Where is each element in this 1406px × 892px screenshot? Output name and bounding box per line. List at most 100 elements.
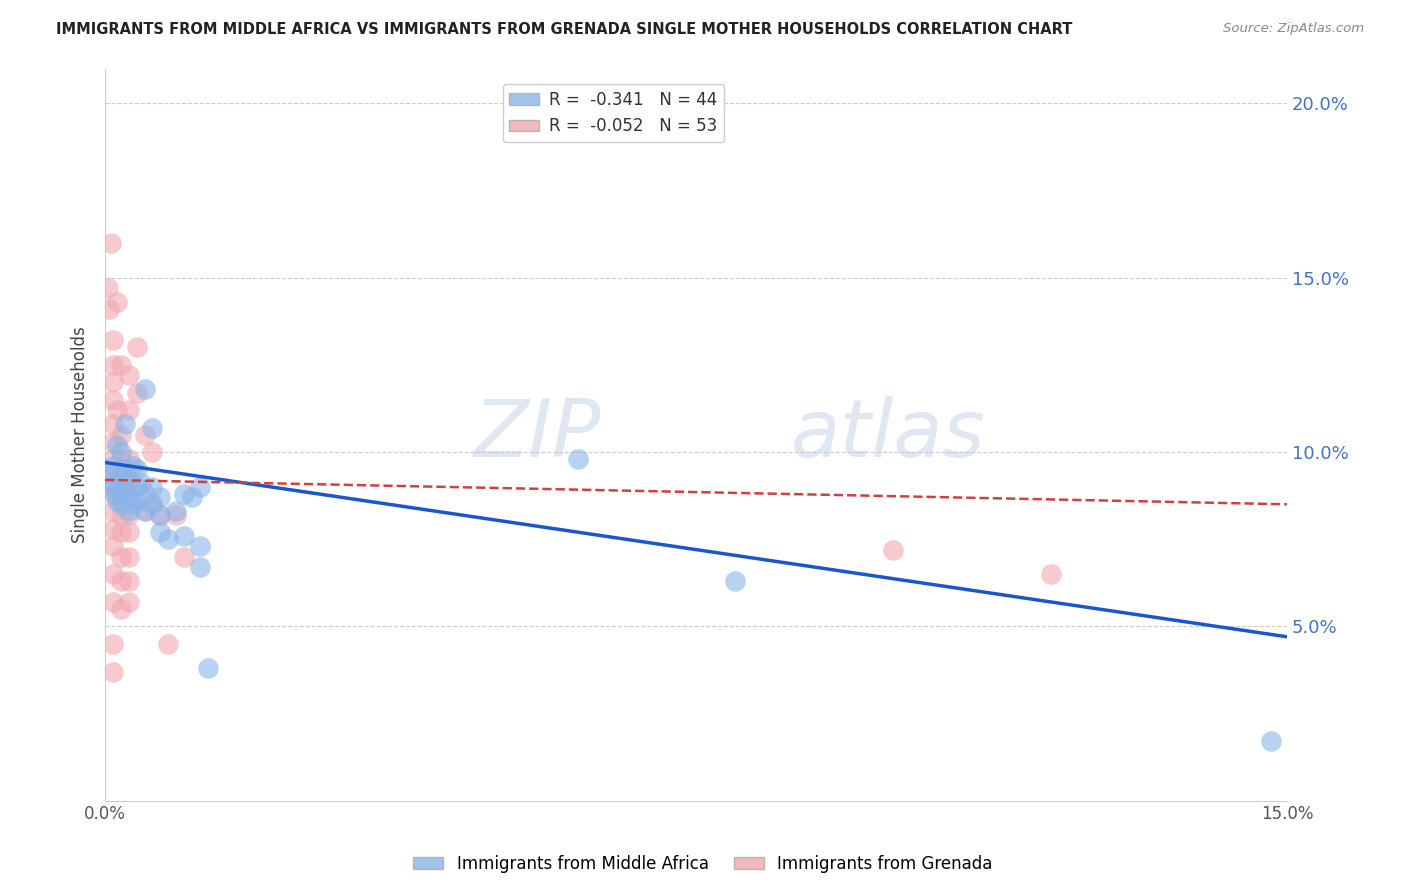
Point — [134, 504, 156, 518]
Point — [110, 508, 132, 522]
Point — [141, 445, 163, 459]
Text: atlas: atlas — [790, 395, 986, 474]
Point — [101, 452, 124, 467]
Point — [125, 493, 148, 508]
Point — [125, 480, 148, 494]
Y-axis label: Single Mother Households: Single Mother Households — [72, 326, 89, 543]
Point — [110, 445, 132, 459]
Point — [121, 458, 143, 473]
Point — [100, 476, 122, 491]
Point — [118, 491, 141, 505]
Point — [121, 497, 143, 511]
Point — [165, 508, 187, 522]
Point — [141, 480, 163, 494]
Point — [110, 469, 132, 483]
Point — [101, 469, 124, 483]
Point — [188, 480, 211, 494]
Point — [118, 452, 141, 467]
Point — [101, 480, 124, 494]
Point — [118, 473, 141, 487]
Point — [101, 417, 124, 431]
Point — [129, 476, 152, 491]
Point — [100, 235, 122, 250]
Point — [118, 525, 141, 540]
Point — [118, 473, 141, 487]
Point — [97, 281, 120, 295]
Point — [118, 549, 141, 564]
Point — [141, 420, 163, 434]
Point — [1260, 734, 1282, 748]
Point — [118, 595, 141, 609]
Point — [114, 462, 136, 476]
Point — [110, 473, 132, 487]
Point — [110, 427, 132, 442]
Point — [567, 452, 589, 467]
Text: Source: ZipAtlas.com: Source: ZipAtlas.com — [1223, 22, 1364, 36]
Point — [165, 504, 187, 518]
Point — [141, 497, 163, 511]
Point — [197, 661, 219, 675]
Point — [114, 483, 136, 498]
Point — [134, 382, 156, 396]
Point — [134, 487, 156, 501]
Point — [101, 358, 124, 372]
Point — [173, 529, 195, 543]
Point — [157, 637, 180, 651]
Point — [105, 403, 128, 417]
Point — [104, 487, 127, 501]
Point — [101, 539, 124, 553]
Point — [125, 340, 148, 354]
Point — [110, 358, 132, 372]
Point — [134, 427, 156, 442]
Point — [1039, 567, 1062, 582]
Point — [110, 602, 132, 616]
Point — [125, 385, 148, 400]
Point — [141, 497, 163, 511]
Point — [134, 504, 156, 518]
Point — [101, 376, 124, 390]
Point — [110, 574, 132, 588]
Point — [101, 504, 124, 518]
Point — [188, 539, 211, 553]
Point — [118, 491, 141, 505]
Point — [149, 525, 172, 540]
Point — [101, 595, 124, 609]
Text: ZIP: ZIP — [474, 395, 602, 474]
Point — [101, 458, 124, 473]
Legend: Immigrants from Middle Africa, Immigrants from Grenada: Immigrants from Middle Africa, Immigrant… — [406, 848, 1000, 880]
Point — [118, 508, 141, 522]
Point — [105, 438, 128, 452]
Point — [101, 665, 124, 679]
Point — [118, 504, 141, 518]
Point — [98, 466, 121, 480]
Point — [149, 491, 172, 505]
Point — [101, 637, 124, 651]
Point — [118, 574, 141, 588]
Point — [173, 549, 195, 564]
Point — [149, 508, 172, 522]
Legend: R =  -0.341   N = 44, R =  -0.052   N = 53: R = -0.341 N = 44, R = -0.052 N = 53 — [502, 84, 724, 142]
Point — [98, 301, 121, 316]
Point — [882, 542, 904, 557]
Point — [188, 560, 211, 574]
Point — [101, 522, 124, 536]
Point — [110, 549, 132, 564]
Point — [118, 368, 141, 383]
Point — [101, 392, 124, 407]
Point — [101, 334, 124, 348]
Point — [101, 434, 124, 449]
Point — [114, 417, 136, 431]
Point — [724, 574, 747, 588]
Point — [105, 493, 128, 508]
Point — [101, 487, 124, 501]
Point — [180, 491, 202, 505]
Point — [118, 403, 141, 417]
Point — [149, 508, 172, 522]
Point — [101, 567, 124, 582]
Text: IMMIGRANTS FROM MIDDLE AFRICA VS IMMIGRANTS FROM GRENADA SINGLE MOTHER HOUSEHOLD: IMMIGRANTS FROM MIDDLE AFRICA VS IMMIGRA… — [56, 22, 1073, 37]
Point — [125, 462, 148, 476]
Point — [110, 491, 132, 505]
Point — [105, 295, 128, 310]
Point — [173, 487, 195, 501]
Point — [110, 452, 132, 467]
